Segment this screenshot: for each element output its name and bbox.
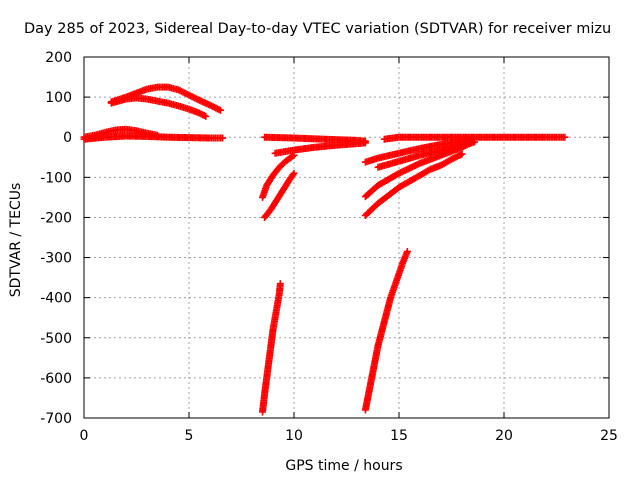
series-5 bbox=[259, 151, 298, 201]
series-13 bbox=[374, 138, 479, 171]
y-tick-label: -100 bbox=[40, 170, 72, 186]
data-point bbox=[276, 280, 284, 288]
series-6 bbox=[261, 169, 298, 221]
series-9 bbox=[361, 248, 411, 414]
x-axis-label: GPS time / hours bbox=[285, 458, 402, 474]
y-axis-ticks: 200 100 0 -100 -200 -300 -400 -500 -600 -700 bbox=[40, 50, 609, 427]
data-points bbox=[80, 83, 569, 416]
chart-title: Day 285 of 2023, Sidereal Day-to-day VTE… bbox=[24, 21, 611, 37]
y-tick-label: -500 bbox=[40, 331, 72, 347]
x-tick-label: 20 bbox=[495, 428, 513, 444]
data-point-sample bbox=[289, 171, 297, 179]
plot-frame bbox=[83, 56, 610, 419]
series-1 bbox=[80, 132, 227, 143]
x-tick-label: 25 bbox=[600, 428, 618, 444]
x-tick-label: 10 bbox=[285, 428, 303, 444]
data-point bbox=[290, 169, 298, 177]
data-point bbox=[202, 112, 210, 120]
series-4 bbox=[259, 280, 284, 416]
series-14 bbox=[380, 133, 569, 143]
x-axis-ticks: 0 5 10 15 20 25 bbox=[80, 57, 618, 444]
y-axis-label: SDTVAR / TECUs bbox=[8, 183, 24, 298]
y-tick-label: -300 bbox=[40, 251, 72, 267]
data-point bbox=[561, 133, 569, 141]
grid-lines bbox=[84, 57, 609, 418]
data-point bbox=[403, 248, 411, 256]
y-tick-label: -600 bbox=[40, 371, 72, 387]
series-8 bbox=[261, 133, 369, 145]
x-tick-label: 15 bbox=[390, 428, 408, 444]
series-10 bbox=[361, 150, 466, 219]
data-point-sample bbox=[289, 152, 297, 160]
y-tick-label: 200 bbox=[45, 50, 72, 66]
x-tick-label: 5 bbox=[185, 428, 194, 444]
data-point bbox=[219, 134, 227, 142]
y-tick-label: -200 bbox=[40, 210, 72, 226]
data-point bbox=[458, 150, 466, 158]
y-tick-label: -700 bbox=[40, 411, 72, 427]
x-tick-label: 0 bbox=[80, 428, 89, 444]
data-point bbox=[217, 106, 224, 114]
y-tick-label: 0 bbox=[63, 130, 72, 146]
data-point bbox=[361, 137, 369, 145]
series-3 bbox=[107, 94, 210, 120]
y-tick-label: 100 bbox=[45, 90, 72, 106]
y-tick-label: -400 bbox=[40, 291, 72, 307]
